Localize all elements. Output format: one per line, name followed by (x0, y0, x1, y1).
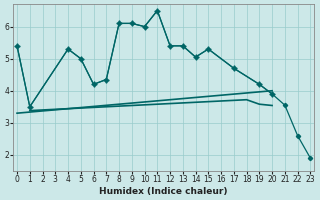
X-axis label: Humidex (Indice chaleur): Humidex (Indice chaleur) (100, 187, 228, 196)
